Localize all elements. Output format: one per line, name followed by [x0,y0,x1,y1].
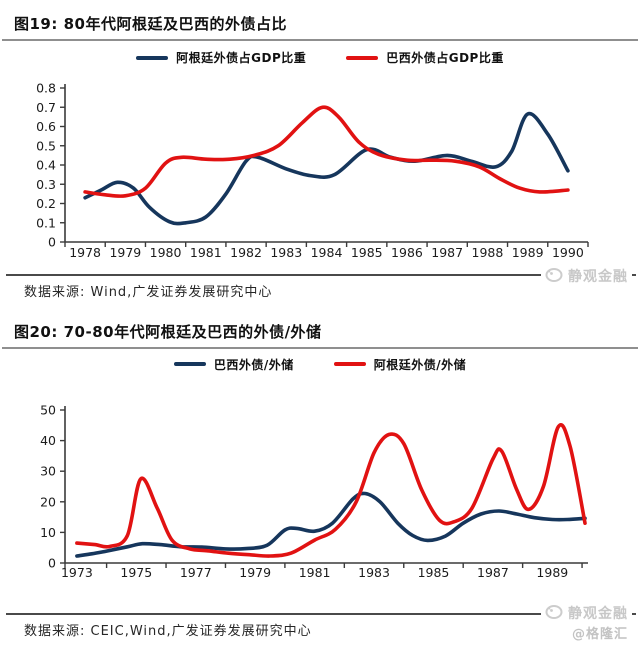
legend-swatch-red [346,55,379,60]
y-tick-label: 40 [40,433,56,448]
x-tick-label: 1988 [472,245,504,260]
figure-19-source: 数据来源: Wind,广发证券发展研究中心 [24,285,273,300]
legend-label: 阿根廷外债占GDP比重 [176,51,307,65]
legend-label: 阿根廷外债/外储 [373,357,467,372]
y-tick-label: 0 [48,556,56,571]
y-tick-label: 0.5 [36,138,56,153]
y-tick-label: 50 [40,403,56,418]
x-tick-label: 1982 [230,245,262,260]
y-tick-label: 10 [40,525,56,540]
figure-19-title: 图19: 80年代阿根廷及巴西的外债占比 [14,15,287,33]
figure-19-chart: 0 0.1 0.2 0.3 0.4 0.5 0.6 0.7 0.8 1978 1979 1980 198… [36,81,589,260]
x-tick-label: 1978 [69,245,101,260]
figure-20-source-row: 数据来源: CEIC,Wind,广发证券发展研究中心 静观金融 @格隆汇 [0,579,640,643]
watermark-brand: 静观金融 [568,269,628,285]
legend-item-argentina-gdp: 阿根廷外债占GDP比重 [136,49,306,66]
x-tick-label: 1983 [270,245,302,260]
y-tick-label: 0.4 [36,158,56,173]
figure-19-source-row: 数据来源: Wind,广发证券发展研究中心 静观金融 [0,262,640,308]
x-tick-label: 1977 [180,565,212,579]
legend-swatch-red [333,362,366,366]
x-tick-label: 1979 [109,245,141,260]
x-tick-label: 1981 [299,565,331,579]
watermark-brand: 静观金融 [568,606,628,622]
x-tick-label: 1986 [391,245,423,260]
figure-20-title-rule [2,347,638,349]
y-tick-label: 0.3 [36,177,56,192]
watermark-handle: @格隆汇 [571,627,628,642]
figure-20: 图20: 70-80年代阿根廷及巴西的外债/外储 巴西外债/外储 阿根廷外债/外… [0,308,640,643]
series-line-1 [83,105,570,199]
figure-19-title-rule [2,39,638,41]
y-tick-label: 0.1 [36,215,56,230]
watermark: 静观金融 @格隆汇 [541,603,632,642]
y-tick-label: 0.7 [36,100,56,115]
x-tick-label: 1985 [418,565,450,579]
x-tick-label: 1973 [61,565,93,579]
figure-19-legend: 阿根廷外债占GDP比重 巴西外债占GDP比重 [0,41,640,74]
x-tick-label: 1987 [431,245,463,260]
watermark-logo-icon [545,604,564,623]
series-line-1 [75,423,587,558]
watermark: 静观金融 [541,266,632,286]
y-tick-label: 0.6 [36,119,56,134]
legend-item-brazil-reserves: 巴西外债/外储 [173,356,294,373]
series-line-0 [83,111,570,226]
x-tick-label: 1989 [512,245,544,260]
y-tick-label: 0.8 [36,81,56,96]
legend-swatch-navy [136,55,169,60]
y-tick-label: 0.2 [36,196,56,211]
legend-item-argentina-reserves: 阿根廷外债/外储 [333,356,467,373]
legend-item-brazil-gdp: 巴西外债占GDP比重 [346,49,504,66]
x-tick-label: 1980 [150,245,182,260]
legend-label: 巴西外债/外储 [213,357,294,372]
figure-20-title: 图20: 70-80年代阿根廷及巴西的外债/外储 [14,323,322,341]
legend-label: 巴西外债占GDP比重 [386,51,504,65]
figure-19: 图19: 80年代阿根廷及巴西的外债占比 阿根廷外债占GDP比重 巴西外债占GD… [0,0,640,308]
figure-20-source: 数据来源: CEIC,Wind,广发证券发展研究中心 [24,624,312,639]
watermark-logo-icon [545,267,564,286]
figure-20-legend: 巴西外债/外储 阿根廷外债/外储 [0,349,640,379]
figure-20-source-rule [6,613,636,615]
x-tick-label: 1989 [536,565,568,579]
figure-19-source-rule [6,274,636,276]
y-tick-label: 30 [40,464,56,479]
x-tick-label: 1985 [351,245,383,260]
figure-20-chart: 0 10 20 30 40 50 1973 1975 1977 1979 1981 1983 1985 1… [40,403,588,579]
series-line-0 [75,491,587,558]
x-tick-label: 1975 [120,565,152,579]
x-tick-label: 1984 [311,245,343,260]
y-tick-label: 20 [40,494,56,509]
x-tick-label: 1981 [190,245,222,260]
x-tick-label: 1990 [552,245,584,260]
x-tick-label: 1979 [239,565,271,579]
x-tick-label: 1983 [358,565,390,579]
y-tick-label: 0 [48,235,56,250]
legend-swatch-navy [173,362,206,366]
x-tick-label: 1987 [477,565,509,579]
